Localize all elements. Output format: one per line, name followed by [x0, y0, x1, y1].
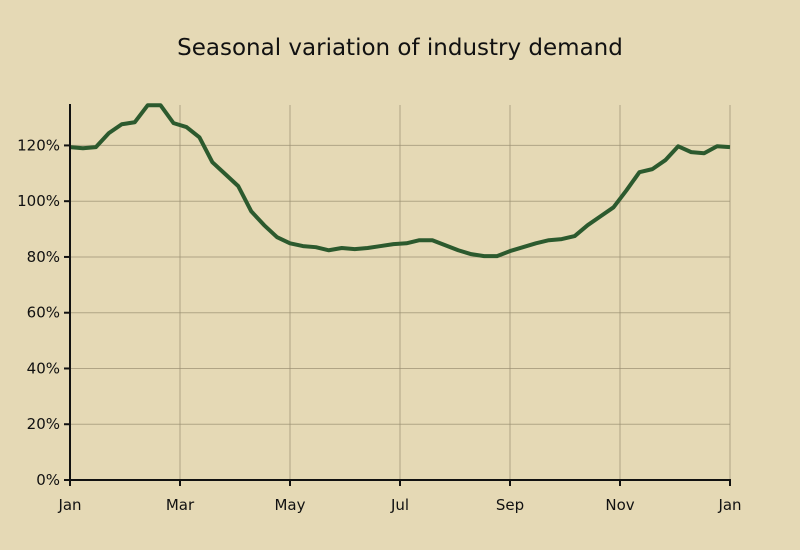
x-tick-label: Jan: [57, 496, 81, 514]
y-tick-label: 40%: [27, 359, 60, 377]
x-tick-label: Nov: [605, 496, 634, 514]
x-tick-label: Mar: [166, 496, 195, 514]
x-tick-label: Sep: [496, 496, 524, 514]
chart-title: Seasonal variation of industry demand: [177, 35, 623, 61]
x-tick-label: Jan: [717, 496, 741, 514]
tick-labels: 0% 20% 40% 60% 80% 100% 120% Jan Mar May Jul Sep Nov…: [17, 136, 741, 514]
y-tick-label: 60%: [27, 304, 60, 322]
y-tick-label: 20%: [27, 415, 60, 433]
series-group: [69, 103, 731, 259]
gridlines: [70, 105, 731, 480]
y-tick-label: 100%: [17, 192, 60, 210]
series-line: [69, 103, 731, 259]
x-tick-label: Jul: [390, 496, 409, 514]
x-tick-label: May: [274, 496, 305, 514]
y-tick-label: 80%: [27, 248, 60, 266]
y-tick-label: 120%: [17, 136, 60, 154]
y-tick-label: 0%: [36, 471, 60, 489]
